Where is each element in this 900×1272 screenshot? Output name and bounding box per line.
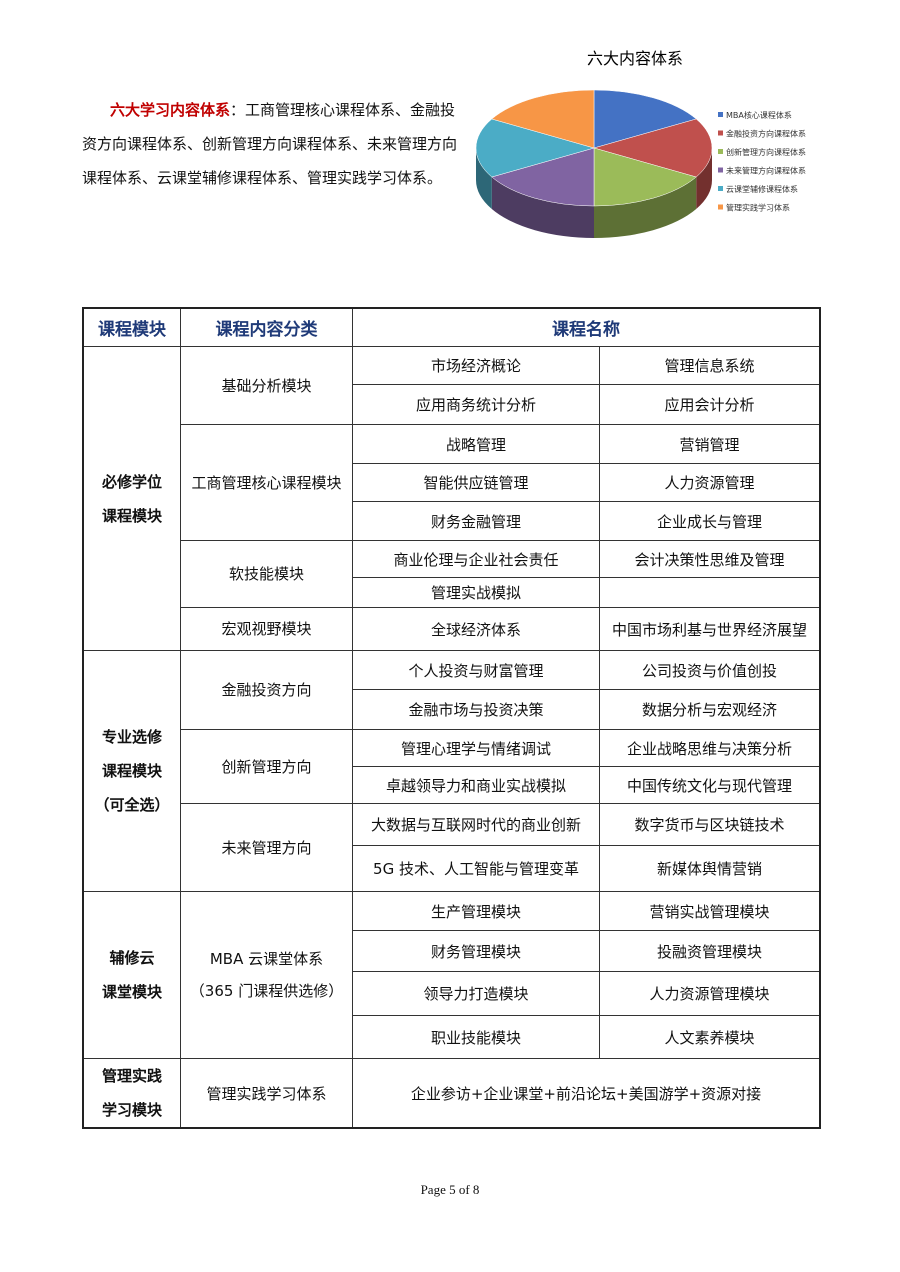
table-row: 宏观视野模块 全球经济体系 中国市场利基与世界经济展望 (83, 607, 821, 651)
module-cell: 管理实践 学习模块 (82, 1058, 181, 1129)
table-row: 财务金融管理 企业成长与管理 (83, 501, 821, 541)
course-cell: 财务金融管理 (352, 501, 600, 541)
table-row: 卓越领导力和商业实战模拟 中国传统文化与现代管理 (83, 766, 821, 804)
pie-chart: 六大内容体系 MBA核心课程体系金融投资方向课程体系创新管理方向课程体系未来管理方… (475, 49, 806, 238)
course-cell: 人力资源管理 (599, 463, 821, 502)
table-row: 创新管理方向 管理心理学与情绪调试 企业战略思维与决策分析 (83, 729, 821, 804)
pie-slice-0 (593, 89, 697, 149)
course-cell: 数字货币与区块链技术 (599, 803, 821, 846)
table-row: 管理实践 学习模块 管理实践学习体系 企业参访+企业课堂+前沿论坛+美国游学+资源对接 (82, 1058, 821, 1129)
course-cell: 新媒体舆情营销 (599, 845, 821, 892)
module-cell: 必修学位 课程模块 (82, 346, 181, 651)
table-row: 智能供应链管理 人力资源管理 (83, 463, 821, 502)
course-cell: 职业技能模块 (352, 1015, 600, 1059)
course-cell: 卓越领导力和商业实战模拟 (352, 766, 600, 804)
category-cell: 创新管理方向 (180, 729, 353, 804)
course-cell: 人文素养模块 (599, 1015, 821, 1059)
course-cell: 应用会计分析 (599, 384, 821, 425)
table-row: 职业技能模块 人文素养模块 (83, 1015, 821, 1059)
course-cell: 会计决策性思维及管理 (599, 540, 821, 578)
page-footer: Page 5 of 8 (420, 1182, 480, 1197)
table-row: 工商管理核心课程模块 战略管理 营销管理 (83, 424, 821, 541)
pie-slice-4 (475, 118, 595, 178)
course-cell: 管理心理学与情绪调试 (352, 729, 600, 767)
module-cell: 专业选修 课程模块 （可全选） (82, 650, 181, 892)
pie-slice-5 (491, 89, 595, 149)
category-cell: 工商管理核心课程模块 (180, 424, 353, 541)
legend-swatch-1 (718, 130, 723, 136)
intro-paragraph: 六大学习内容体系：工商管理核心课程体系、金融投资方向课程体系、创新管理方向课程体… (82, 93, 467, 195)
pie-slice-3 (491, 147, 595, 207)
course-cell: 全球经济体系 (352, 607, 600, 651)
course-cell: 财务管理模块 (352, 930, 600, 972)
pie-slice-2 (593, 147, 697, 207)
course-cell: 中国市场利基与世界经济展望 (599, 607, 821, 651)
legend-label-2: 创新管理方向课程体系 (726, 147, 806, 157)
table-row: 财务管理模块 投融资管理模块 (83, 930, 821, 972)
header-cell: 课程模块 (82, 307, 181, 347)
header-cell: 课程内容分类 (180, 307, 353, 347)
legend-swatch-5 (718, 204, 723, 210)
category-cell: 软技能模块 (180, 540, 353, 608)
category-cell: 基础分析模块 (180, 346, 353, 425)
legend-label-0: MBA核心课程体系 (726, 110, 792, 120)
category-cell: 管理实践学习体系 (180, 1058, 353, 1129)
legend-label-1: 金融投资方向课程体系 (726, 129, 806, 139)
course-cell: 人力资源管理模块 (599, 971, 821, 1016)
chart-title: 六大内容体系 (587, 49, 683, 68)
table-header: 课程模块 课程内容分类 课程名称 (82, 307, 821, 347)
intro-text: ：工商管理核心课程体系、金融投资方向课程体系、创新管理方向课程体系、未来管理方向… (82, 101, 458, 187)
legend-label-3: 未来管理方向课程体系 (726, 166, 806, 176)
course-cell: 营销实战管理模块 (599, 891, 821, 931)
legend-swatch-0 (718, 112, 723, 117)
course-cell: 管理实战模拟 (352, 577, 600, 608)
legend-label-4: 云课堂辅修课程体系 (726, 184, 798, 194)
legend-swatch-3 (718, 167, 723, 173)
course-cell (599, 577, 821, 608)
category-cell: 未来管理方向 (180, 803, 353, 892)
legend-swatch-2 (718, 149, 723, 154)
table-row: 辅修云 课堂模块 MBA 云课堂体系 （365 门课程供选修） 生产管理模块 营销实战管理… (82, 891, 821, 1059)
course-cell: 大数据与互联网时代的商业创新 (352, 803, 600, 846)
course-cell: 应用商务统计分析 (352, 384, 600, 425)
course-cell: 公司投资与价值创投 (599, 650, 821, 690)
module-cell: 辅修云 课堂模块 (82, 891, 181, 1059)
course-cell: 5G 技术、人工智能与管理变革 (352, 845, 600, 892)
course-cell: 企业参访+企业课堂+前沿论坛+美国游学+资源对接 (352, 1058, 821, 1129)
legend-swatch-4 (718, 186, 723, 191)
course-cell: 领导力打造模块 (352, 971, 600, 1016)
table-row: 领导力打造模块 人力资源管理模块 (83, 971, 821, 1016)
course-cell: 投融资管理模块 (599, 930, 821, 972)
course-cell: 营销管理 (599, 424, 821, 464)
course-cell: 市场经济概论 (352, 346, 600, 385)
table-row: 专业选修 课程模块 （可全选） 金融投资方向 个人投资与财富管理 公司投资与价值创投 (82, 650, 821, 892)
table-row: 必修学位 课程模块 基础分析模块 市场经济概论 管理信息系统 (82, 346, 821, 651)
course-cell: 中国传统文化与现代管理 (599, 766, 821, 804)
category-cell: MBA 云课堂体系 （365 门课程供选修） (180, 891, 353, 1059)
table-row: 软技能模块 商业伦理与企业社会责任 会计决策性思维及管理 (83, 540, 821, 608)
course-cell: 生产管理模块 (352, 891, 600, 931)
course-cell: 战略管理 (352, 424, 600, 464)
course-table: 课程模块 课程内容分类 课程名称 必修学位 课程模块 基础分析模块 市场经济概论 管理信息系统… (82, 307, 821, 1129)
category-cell: 金融投资方向 (180, 650, 353, 730)
course-cell: 企业成长与管理 (599, 501, 821, 541)
legend-label-5: 管理实践学习体系 (726, 203, 790, 213)
table-row: 未来管理方向 大数据与互联网时代的商业创新 数字货币与区块链技术 (83, 803, 821, 892)
header-cell: 课程名称 (352, 307, 821, 347)
course-cell: 智能供应链管理 (352, 463, 600, 502)
pie-slice-1 (593, 118, 713, 178)
course-cell: 商业伦理与企业社会责任 (352, 540, 600, 578)
course-cell: 管理信息系统 (599, 346, 821, 385)
course-cell: 金融市场与投资决策 (352, 689, 600, 730)
table-row: 管理实战模拟 (83, 577, 821, 608)
course-cell: 企业战略思维与决策分析 (599, 729, 821, 767)
course-cell: 数据分析与宏观经济 (599, 689, 821, 730)
intro-highlight: 六大学习内容体系 (110, 101, 231, 119)
category-cell: 宏观视野模块 (180, 607, 353, 651)
course-cell: 个人投资与财富管理 (352, 650, 600, 690)
